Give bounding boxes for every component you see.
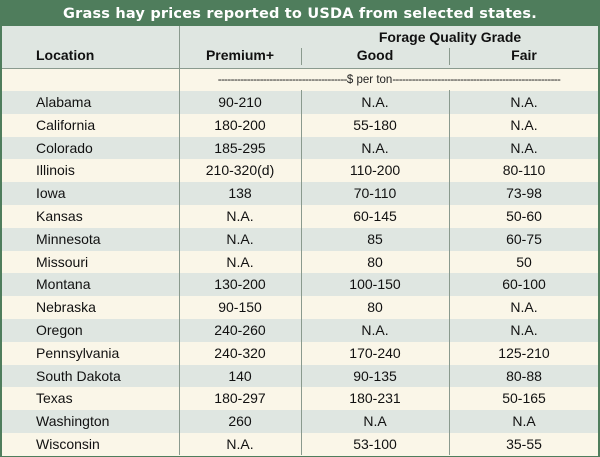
- cell-location: Montana: [36, 276, 91, 293]
- cell-location: California: [36, 116, 96, 133]
- cell-location: Iowa: [36, 185, 66, 202]
- column-divider-good: [449, 90, 450, 455]
- header-location: Location: [36, 47, 95, 63]
- cell-premium: 185-295: [214, 139, 266, 156]
- cell-premium: 240-320: [214, 344, 266, 361]
- header-good: Good: [356, 47, 394, 63]
- cell-fair: N.A.: [510, 94, 538, 110]
- cell-fair: N.A.: [510, 299, 538, 316]
- cell-fair: N.A: [512, 413, 536, 430]
- header-fair: Fair: [511, 47, 537, 63]
- table-row: Montana 130-200 100-150 60-100: [2, 273, 598, 297]
- cell-fair: 50-60: [506, 207, 542, 224]
- table-row: Colorado 185-295 N.A. N.A.: [2, 136, 598, 160]
- cell-good: N.A: [363, 413, 387, 430]
- cell-good: 110-200: [349, 162, 401, 179]
- table-row: Wisconsin N.A. 53-100 35-55: [2, 432, 598, 456]
- cell-location: Missouri: [36, 253, 89, 270]
- cell-good: 80: [367, 299, 383, 316]
- table-row: Oregon 240-260 N.A. N.A.: [2, 318, 598, 342]
- unit-label: $ per ton: [346, 74, 393, 86]
- table-header: Location Forage Quality Grade Premium+ G…: [2, 26, 598, 69]
- cell-location: Pennsylvania: [36, 344, 120, 361]
- table-row: California 180-200 55-180 N.A.: [2, 113, 598, 137]
- cell-location: Nebraska: [36, 299, 96, 316]
- cell-fair: 80-110: [502, 162, 546, 179]
- cell-premium: 90-150: [218, 299, 262, 316]
- cell-fair: N.A.: [510, 116, 538, 133]
- column-divider-premium: [301, 90, 302, 455]
- cell-good: 55-180: [353, 116, 397, 133]
- cell-premium: N.A.: [226, 230, 254, 247]
- cell-fair: 35-55: [506, 435, 542, 452]
- cell-good: 180-231: [349, 390, 401, 407]
- cell-good: 90-135: [353, 367, 397, 384]
- cell-location: Wisconsin: [36, 435, 100, 452]
- cell-location: Minnesota: [36, 230, 101, 247]
- cell-fair: 60-75: [506, 230, 542, 247]
- unit-label-line: ----------------------------------------…: [180, 69, 598, 91]
- table-title: Grass hay prices reported to USDA from s…: [2, 2, 598, 26]
- cell-location: Oregon: [36, 321, 83, 338]
- cell-premium: N.A.: [226, 435, 254, 452]
- cell-location: Alabama: [36, 94, 92, 110]
- cell-location: Kansas: [36, 207, 83, 224]
- cell-good: N.A.: [361, 139, 389, 156]
- cell-good: 170-240: [349, 344, 401, 361]
- cell-premium: N.A.: [226, 253, 254, 270]
- table-row: South Dakota 140 90-135 80-88: [2, 364, 598, 388]
- cell-good: 60-145: [353, 207, 397, 224]
- table-row: Washington 260 N.A N.A: [2, 410, 598, 433]
- table-body: Alabama 90-210 N.A. N.A. California 180-200 55…: [2, 91, 598, 456]
- cell-good: N.A.: [361, 94, 389, 110]
- cell-premium: 140: [228, 367, 252, 384]
- cell-good: 80: [367, 253, 383, 270]
- column-divider-good-head: [449, 48, 450, 65]
- cell-location: Colorado: [36, 139, 93, 156]
- dash-left: ----------------------------------------: [217, 74, 348, 86]
- table-row: Pennsylvania 240-320 170-240 125-210: [2, 341, 598, 365]
- cell-fair: 50: [516, 253, 532, 270]
- cell-fair: 73-98: [506, 185, 542, 202]
- cell-fair: 80-88: [506, 367, 542, 384]
- cell-premium: 260: [228, 413, 252, 430]
- column-divider-location: [179, 26, 180, 455]
- table-row: Iowa 138 70-110 73-98: [2, 182, 598, 205]
- table-row: Alabama 90-210 N.A. N.A.: [2, 91, 598, 114]
- cell-premium: N.A.: [226, 207, 254, 224]
- cell-good: 100-150: [349, 276, 401, 293]
- cell-fair: N.A.: [510, 139, 538, 156]
- table-row: Missouri N.A. 80 50: [2, 250, 598, 274]
- cell-location: Texas: [36, 390, 73, 407]
- table-row: Nebraska 90-150 80 N.A.: [2, 296, 598, 319]
- cell-premium: 138: [228, 185, 252, 202]
- column-divider-premium-head: [301, 48, 302, 65]
- cell-fair: 125-210: [498, 344, 550, 361]
- unit-row: ----------------------------------------…: [2, 69, 598, 91]
- cell-premium: 210-320(d): [205, 162, 275, 179]
- cell-premium: 180-297: [214, 390, 266, 407]
- header-premium: Premium+: [205, 47, 275, 63]
- dash-right: ----------------------------------------…: [392, 74, 561, 86]
- cell-good: 70-110: [353, 185, 397, 202]
- table-row: Kansas N.A. 60-145 50-60: [2, 204, 598, 228]
- cell-good: 85: [367, 230, 383, 247]
- table-row: Illinois 210-320(d) 110-200 80-110: [2, 159, 598, 183]
- table-row: Texas 180-297 180-231 50-165: [2, 387, 598, 411]
- cell-fair: 50-165: [502, 390, 546, 407]
- cell-premium: 90-210: [218, 94, 262, 110]
- cell-premium: 130-200: [214, 276, 266, 293]
- cell-location: South Dakota: [36, 367, 121, 384]
- cell-good: 53-100: [353, 435, 397, 452]
- cell-location: Illinois: [36, 162, 75, 179]
- header-forage-quality-grade: Forage Quality Grade: [378, 29, 522, 45]
- cell-fair: 60-100: [502, 276, 546, 293]
- cell-good: N.A.: [361, 321, 389, 338]
- cell-location: Washington: [36, 413, 110, 430]
- table-row: Minnesota N.A. 85 60-75: [2, 227, 598, 251]
- cell-premium: 180-200: [214, 116, 266, 133]
- cell-fair: N.A.: [510, 321, 538, 338]
- cell-premium: 240-260: [214, 321, 266, 338]
